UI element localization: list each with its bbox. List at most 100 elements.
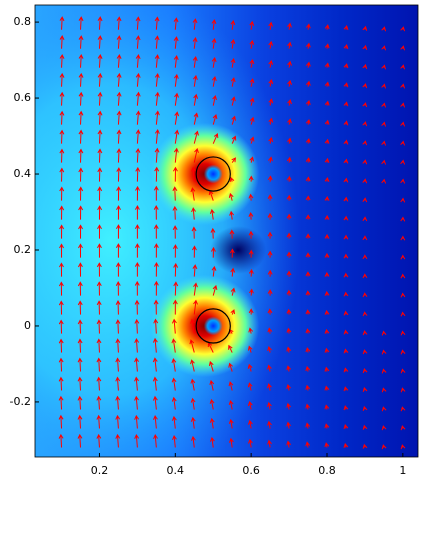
flow-arrow (78, 148, 84, 163)
flow-arrow (381, 349, 387, 355)
flow-arrow (400, 64, 406, 70)
flow-arrow (190, 166, 196, 182)
flow-arrow (381, 387, 387, 393)
flow-arrow (343, 177, 349, 183)
flow-arrow (193, 147, 199, 163)
flow-arrow (362, 311, 368, 317)
flow-arrow (115, 281, 121, 296)
flow-arrow (134, 338, 140, 353)
flow-arrow (173, 262, 179, 277)
flow-arrow (267, 308, 273, 315)
flow-arrow (190, 378, 196, 391)
flow-arrow (362, 424, 368, 430)
flow-arrow (305, 384, 311, 391)
flow-arrow (305, 195, 311, 201)
flow-arrow (381, 406, 387, 412)
y-tick-label: 0.2 (14, 243, 32, 256)
flow-arrow (153, 204, 159, 220)
flow-arrow (267, 231, 273, 239)
flow-arrow (58, 395, 64, 410)
flow-arrow (115, 433, 121, 448)
flow-arrow (362, 273, 368, 279)
flow-arrow (115, 300, 121, 315)
flow-arrow (324, 233, 330, 239)
flow-arrow (362, 44, 368, 50)
flow-arrow (115, 395, 121, 410)
flow-arrow (116, 91, 122, 106)
flow-arrow (209, 417, 215, 429)
flow-arrow (174, 92, 179, 106)
flow-arrow (116, 53, 122, 68)
flow-arrow (77, 338, 83, 353)
flow-arrow (324, 24, 330, 30)
flow-arrow (400, 121, 406, 127)
flow-arrow (97, 167, 103, 182)
flow-arrow (248, 438, 253, 448)
flow-arrow (324, 214, 330, 220)
flow-arrow (362, 121, 368, 127)
flow-arrow (286, 365, 292, 372)
flow-arrow (77, 414, 83, 429)
flow-arrow (268, 40, 274, 49)
flow-arrow (172, 244, 178, 258)
flow-arrow (77, 376, 83, 391)
flow-arrow (231, 135, 237, 144)
flow-arrow (229, 210, 235, 220)
flow-arrow (96, 262, 102, 277)
flow-arrow (305, 176, 311, 182)
flow-arrow (135, 147, 141, 163)
flow-arrow (171, 318, 177, 334)
flow-arrow (324, 62, 330, 68)
flow-arrow (286, 251, 292, 258)
flow-arrow (267, 439, 272, 448)
flow-arrow (193, 299, 198, 315)
heat-low (210, 225, 267, 274)
flow-arrow (268, 117, 274, 125)
flow-arrow (78, 129, 84, 144)
flow-arrow (249, 136, 255, 144)
flow-arrow (268, 136, 274, 144)
x-tick-label: 0.8 (318, 464, 336, 477)
flow-arrow (287, 79, 292, 87)
flow-arrow (362, 63, 368, 70)
flow-arrow (400, 26, 406, 32)
flow-arrow (135, 54, 141, 68)
flow-arrow (324, 195, 330, 201)
flow-arrow (190, 359, 195, 372)
flow-arrow (248, 308, 254, 315)
flow-arrow (324, 423, 330, 429)
flow-arrow (116, 224, 121, 239)
flow-arrow (134, 299, 140, 315)
flow-arrow (324, 290, 330, 296)
flow-arrow (229, 176, 235, 182)
flow-arrow (154, 166, 160, 182)
flow-arrow (173, 73, 179, 87)
flow-arrow (135, 185, 140, 201)
flow-arrow (96, 281, 102, 296)
flow-arrow (96, 338, 102, 353)
flow-arrow (78, 53, 84, 68)
flow-arrow (192, 264, 198, 277)
flow-arrow (96, 300, 102, 315)
flow-arrow (78, 167, 84, 182)
quiver (58, 16, 406, 450)
flow-arrow (248, 268, 254, 277)
flow-arrow (400, 349, 406, 355)
flow-arrow (287, 99, 292, 106)
flow-arrow (96, 357, 102, 372)
flow-arrow (305, 42, 311, 49)
flow-arrow (286, 194, 292, 201)
flow-arrow (59, 262, 64, 277)
flow-arrow (324, 252, 330, 258)
flow-arrow (154, 35, 160, 49)
flow-arrow (400, 368, 406, 374)
flow-arrow (191, 207, 196, 220)
flow-arrow (362, 82, 368, 89)
flow-arrow (362, 25, 368, 31)
flow-arrow (362, 349, 368, 355)
flow-arrow (59, 167, 65, 182)
flow-arrow (400, 45, 406, 51)
flow-arrow (78, 224, 83, 239)
flow-arrow (247, 419, 253, 429)
flow-arrow (193, 282, 198, 296)
